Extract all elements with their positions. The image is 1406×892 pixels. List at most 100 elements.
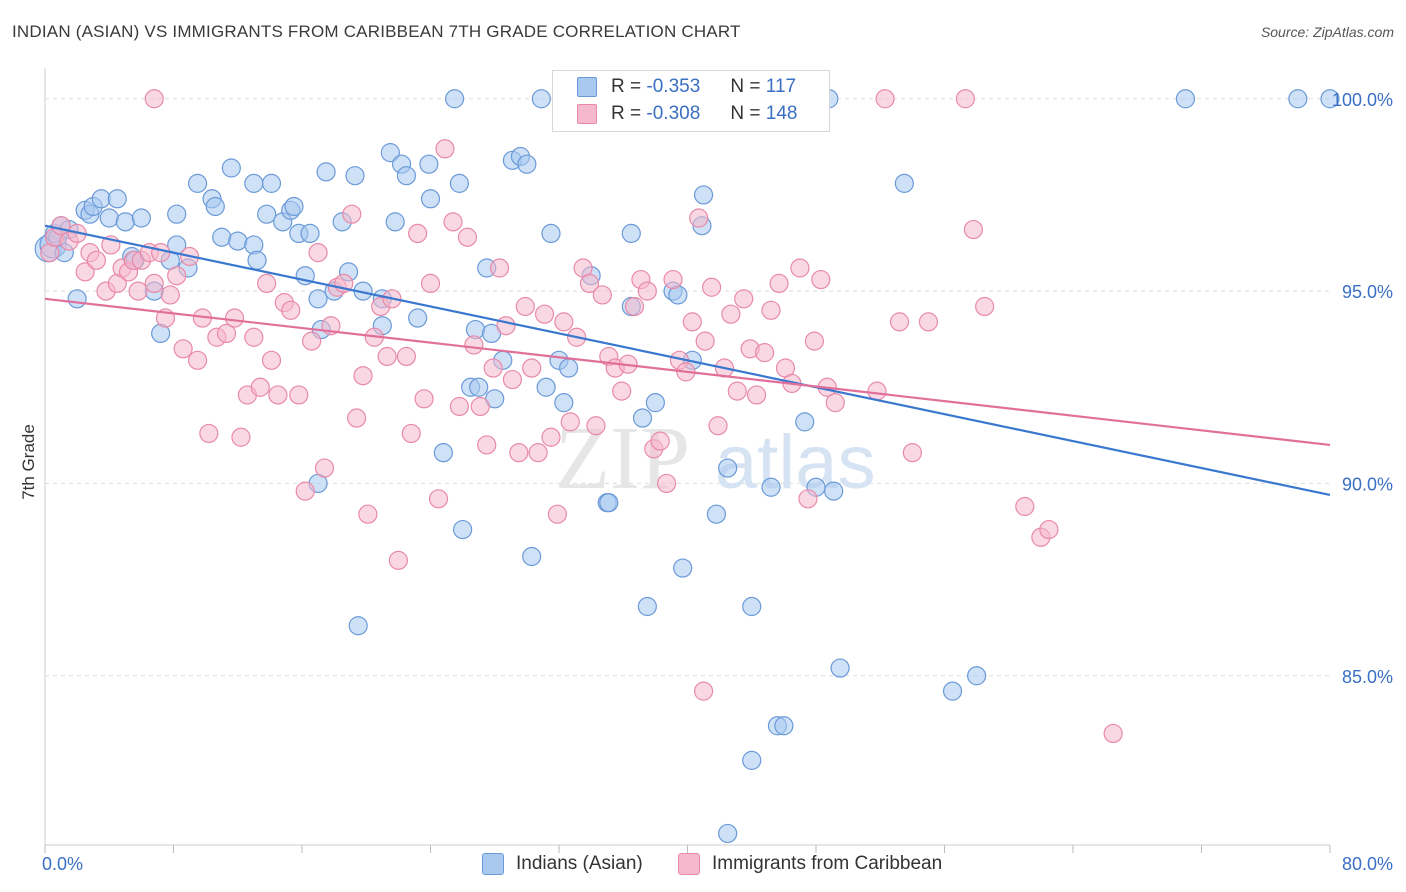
indian-point — [673, 558, 693, 578]
caribbean-point — [489, 258, 510, 278]
caribbean-point — [657, 473, 677, 494]
caribbean-point — [167, 266, 187, 286]
trend-lines — [44, 224, 1331, 497]
indian-point — [632, 408, 653, 428]
caribbean-point — [470, 396, 490, 417]
legend-row-blue: R = -0.353 N = 117 — [577, 74, 796, 100]
caribbean-point — [268, 385, 288, 405]
bottom-legend-blue-label: Indians (Asian) — [516, 853, 643, 874]
caribbean-point — [695, 331, 715, 351]
caribbean-point — [754, 343, 775, 363]
caribbean-point — [75, 262, 95, 282]
caribbean-point — [624, 296, 645, 317]
indian-point — [453, 519, 473, 540]
caribbean-point — [902, 443, 922, 463]
indian-point — [91, 189, 111, 209]
indian-point — [536, 377, 556, 397]
legend-pink-r: -0.308 — [646, 103, 701, 124]
indian-point — [345, 166, 365, 186]
indian-point — [187, 173, 208, 193]
caribbean-point — [790, 258, 810, 278]
y-tick-label: 100.0% — [1332, 90, 1393, 110]
caribbean-point — [875, 89, 895, 109]
caribbean-point — [302, 331, 322, 351]
caribbean-point — [918, 312, 939, 332]
bottom-legend-pink: Immigrants from Caribbean — [678, 850, 942, 878]
caribbean-point — [414, 389, 434, 409]
indian-point — [1288, 89, 1308, 109]
caribbean-point — [889, 312, 910, 332]
caribbean-point — [308, 243, 328, 263]
bottom-legend-blue: Indians (Asian) — [482, 850, 643, 878]
indian-point — [212, 227, 232, 247]
caribbean-point — [388, 550, 408, 570]
indian-point — [420, 189, 441, 209]
caribbean-point — [693, 681, 714, 701]
caribbean-point — [244, 327, 264, 347]
indian-point — [621, 223, 641, 244]
caribbean-point — [612, 381, 632, 401]
caribbean-point — [353, 366, 373, 386]
watermark: ZIP atlas — [555, 409, 876, 508]
caribbean-point — [586, 416, 606, 436]
bottom-legend-pink-swatch — [678, 853, 700, 875]
caribbean-point — [769, 273, 789, 294]
caribbean-point — [408, 223, 428, 244]
indian-point — [559, 358, 579, 378]
caribbean-point — [547, 504, 567, 524]
indian-point — [316, 162, 336, 182]
x-tick-label: 80.0% — [1342, 854, 1393, 874]
indian-point — [205, 196, 225, 217]
caribbean-point — [689, 208, 709, 228]
caribbean-point — [396, 346, 417, 367]
caribbean-point — [515, 296, 535, 317]
legend-pink-swatch — [577, 104, 597, 124]
indian-point — [396, 166, 417, 186]
indian-point — [228, 231, 248, 251]
caribbean-point — [261, 350, 282, 370]
caribbean-point — [314, 458, 335, 478]
caribbean-point — [428, 489, 449, 509]
indian-point — [107, 189, 127, 209]
caribbean-point — [435, 139, 455, 159]
caribbean-point — [541, 427, 561, 447]
caribbean-point — [443, 212, 463, 232]
caribbean-point — [477, 435, 497, 455]
legend-blue-n: 117 — [765, 76, 797, 97]
indian-point — [693, 185, 714, 205]
indian-point — [637, 596, 657, 617]
caribbean-point — [1039, 519, 1059, 540]
indian-point — [795, 412, 815, 432]
indian-point — [824, 481, 844, 501]
indian-point — [541, 223, 561, 244]
indian-point — [433, 443, 453, 463]
caribbean-point — [721, 304, 741, 324]
indian-point — [115, 212, 135, 232]
caribbean-point — [144, 273, 164, 294]
indian-point — [385, 212, 405, 232]
caribbean-point — [727, 381, 747, 401]
source-label: Source: ZipAtlas.com — [1260, 24, 1394, 40]
indian-point — [244, 173, 264, 193]
caribbean-point — [804, 331, 824, 351]
indian-point — [300, 223, 320, 244]
caribbean-point — [522, 358, 542, 378]
caribbean-point — [295, 481, 315, 501]
indian-point — [308, 289, 328, 309]
caribbean-point — [449, 396, 470, 417]
caribbean-point — [663, 269, 683, 290]
caribbean-point — [798, 489, 818, 509]
indian-point — [742, 596, 762, 617]
indian-point — [942, 681, 963, 701]
legend-n-label: N = — [730, 76, 761, 97]
bottom-legend-blue-swatch — [482, 853, 504, 875]
caribbean-point — [701, 277, 722, 297]
caribbean-point — [496, 316, 516, 336]
caribbean-point — [144, 89, 164, 109]
y-axis-label: 7th Grade — [19, 424, 38, 500]
caribbean-point — [560, 412, 580, 432]
indian-point — [444, 89, 465, 109]
caribbean-point — [457, 227, 478, 247]
caribbean-point — [579, 273, 600, 294]
caribbean-point — [289, 385, 309, 405]
